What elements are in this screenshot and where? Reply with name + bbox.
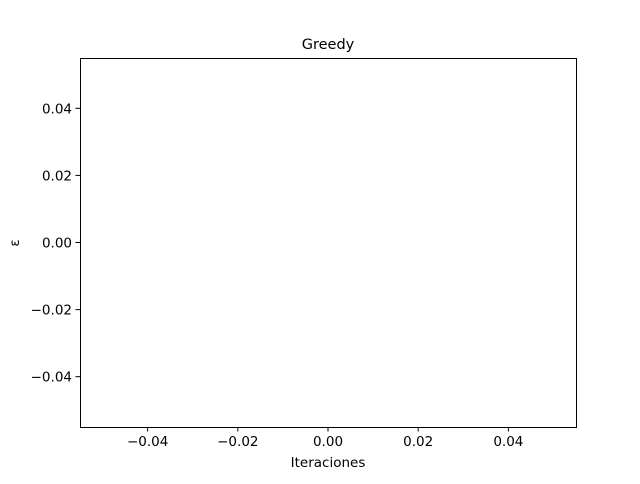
y-tick-label: 0.00	[42, 236, 72, 252]
y-tick-label: −0.04	[31, 370, 72, 386]
x-tick-label: −0.04	[127, 434, 168, 450]
y-axis-label: ε	[7, 239, 23, 246]
y-tick-label: −0.02	[31, 303, 72, 319]
x-axis-label: Iteraciones	[291, 455, 366, 471]
chart-title: Greedy	[302, 37, 355, 53]
y-axis-ticks: −0.04 −0.02 0.00 0.02 0.04	[31, 101, 80, 386]
x-tick-label: 0.00	[313, 434, 343, 450]
x-tick-label: −0.02	[217, 434, 258, 450]
x-tick-label: 0.02	[403, 434, 433, 450]
x-tick-label: 0.04	[493, 434, 523, 450]
x-axis-ticks: −0.04 −0.02 0.00 0.02 0.04	[127, 427, 523, 450]
plot-area	[80, 58, 577, 428]
y-tick-label: 0.02	[42, 168, 72, 184]
y-tick-label: 0.04	[42, 101, 72, 117]
